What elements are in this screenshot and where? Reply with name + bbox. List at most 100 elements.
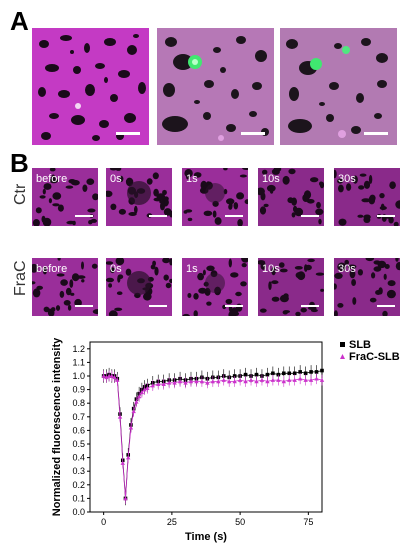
row-label-frac: FraC bbox=[12, 260, 29, 296]
data-point bbox=[120, 460, 125, 465]
y-tick-label: 1.2 bbox=[72, 344, 85, 354]
data-point bbox=[166, 380, 172, 385]
data-point bbox=[136, 394, 142, 399]
data-point bbox=[112, 375, 117, 380]
scale-bar bbox=[75, 305, 93, 307]
data-point bbox=[281, 379, 286, 384]
y-tick-label: 0.1 bbox=[72, 493, 85, 503]
legend-marker-frac bbox=[340, 354, 345, 359]
data-point bbox=[259, 377, 265, 382]
x-axis: 0 25 50 75 bbox=[101, 512, 313, 527]
data-point bbox=[287, 377, 292, 382]
data-point bbox=[276, 377, 281, 382]
data-point bbox=[161, 381, 166, 386]
data-point bbox=[134, 399, 139, 404]
panel-label-b: B bbox=[10, 148, 29, 178]
scale-bar bbox=[377, 305, 395, 307]
data-point bbox=[188, 379, 194, 384]
scale-bar bbox=[225, 305, 243, 307]
data-point bbox=[194, 379, 199, 384]
data-point bbox=[254, 379, 259, 384]
data-point bbox=[123, 496, 128, 501]
data-point bbox=[156, 381, 161, 386]
frap-tile: 0s bbox=[106, 258, 172, 316]
y-tick-label: 0.8 bbox=[72, 398, 85, 408]
data-point bbox=[232, 379, 237, 384]
data-point bbox=[314, 370, 319, 374]
frap-tile-time-label: 0s bbox=[110, 173, 122, 185]
micrograph-a1-image bbox=[32, 28, 149, 145]
scale-bar bbox=[149, 215, 167, 217]
data-point bbox=[308, 377, 314, 382]
data-point bbox=[270, 377, 276, 382]
row-label-ctr: Ctr bbox=[12, 183, 29, 205]
data-point bbox=[297, 376, 303, 381]
y-tick-label: 1.0 bbox=[72, 371, 85, 381]
frap-tile-time-label: 10s bbox=[262, 173, 280, 185]
scale-bar bbox=[301, 305, 319, 307]
y-tick-label: 0.7 bbox=[72, 412, 85, 422]
data-point bbox=[303, 377, 308, 382]
data-point bbox=[248, 377, 254, 382]
data-point bbox=[117, 414, 123, 419]
data-point bbox=[265, 372, 270, 377]
y-tick-label: 0.6 bbox=[72, 425, 85, 435]
frap-tile: before bbox=[32, 258, 98, 316]
data-point bbox=[177, 379, 183, 384]
frap-tile: 10s bbox=[258, 168, 324, 226]
series-frac-slb bbox=[101, 370, 325, 504]
frap-tile: before bbox=[32, 168, 98, 226]
data-point bbox=[221, 377, 226, 382]
frap-tile-time-label: 1s bbox=[186, 173, 198, 185]
frap-tile-time-label: before bbox=[36, 263, 68, 275]
data-point bbox=[115, 377, 120, 382]
data-point bbox=[271, 371, 275, 376]
y-axis: 0.0 0.1 0.2 0.3 0.4 0.5 0.6 0.7 0.8 0.9 1.0 1.1 1.2 bbox=[72, 344, 90, 517]
frap-tile: 1s bbox=[182, 168, 248, 226]
data-point bbox=[303, 371, 308, 376]
data-point bbox=[128, 425, 134, 430]
scale-bar bbox=[301, 215, 319, 217]
micrograph-a3-image bbox=[280, 28, 397, 145]
frap-tile: 0s bbox=[106, 168, 172, 226]
x-tick-label: 75 bbox=[303, 517, 313, 527]
data-point bbox=[199, 379, 205, 384]
frap-tile: 10s bbox=[258, 258, 324, 316]
y-tick-label: 0.2 bbox=[72, 480, 85, 490]
frap-tile-image bbox=[182, 258, 248, 316]
y-tick-label: 1.1 bbox=[72, 357, 85, 367]
data-point bbox=[237, 377, 243, 382]
micrograph-a-merge-2 bbox=[280, 28, 397, 145]
y-tick-label: 0.4 bbox=[72, 453, 85, 463]
data-point bbox=[101, 373, 106, 378]
frap-tile: 30s bbox=[334, 258, 400, 316]
data-point bbox=[227, 379, 232, 384]
frap-tile-time-label: 30s bbox=[338, 173, 356, 185]
data-point bbox=[243, 379, 248, 384]
frap-tile: 30s bbox=[334, 168, 400, 226]
x-tick-label: 50 bbox=[235, 517, 245, 527]
data-point bbox=[131, 409, 136, 414]
data-point bbox=[254, 372, 259, 377]
data-point bbox=[109, 373, 115, 378]
y-axis-title: Normalized fluorescence intensity bbox=[51, 337, 63, 516]
data-point bbox=[281, 371, 286, 376]
data-point bbox=[205, 380, 210, 385]
frap-recovery-chart: 0.00.10.20.30.40.50.60.70.80.91.01.11.2 … bbox=[51, 337, 400, 543]
frap-tile-image bbox=[32, 258, 98, 316]
data-point bbox=[265, 379, 270, 384]
frap-tile-time-label: 10s bbox=[262, 263, 280, 275]
data-point bbox=[139, 390, 145, 395]
x-tick-label: 0 bbox=[101, 517, 106, 527]
data-point bbox=[287, 371, 292, 376]
legend-marker-slb bbox=[340, 342, 345, 347]
panel-label-a: A bbox=[10, 6, 29, 36]
scale-bar bbox=[225, 215, 243, 217]
legend: SLB FraC-SLB bbox=[340, 339, 400, 363]
micrograph-a2-image bbox=[157, 28, 274, 145]
frap-tile: 1s bbox=[182, 258, 248, 316]
data-point bbox=[150, 383, 155, 388]
data-point bbox=[314, 376, 319, 381]
scale-bar bbox=[364, 132, 388, 135]
data-point bbox=[319, 377, 325, 382]
